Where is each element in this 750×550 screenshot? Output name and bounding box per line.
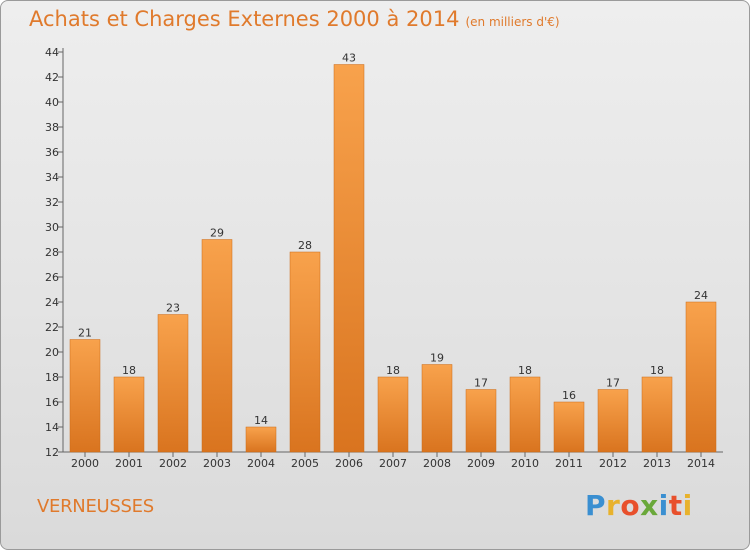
y-tick-label: 34 [45, 171, 59, 184]
x-tick-label: 2007 [379, 457, 407, 470]
bar [685, 301, 717, 453]
logo-letter: i [658, 489, 669, 522]
bar [245, 426, 277, 453]
y-tick-label: 20 [45, 346, 59, 359]
chart-title: Achats et Charges Externes 2000 à 2014 (e… [29, 7, 560, 31]
bar [553, 401, 585, 453]
logo-letter: o [620, 489, 641, 522]
y-tick-label: 28 [45, 246, 59, 259]
data-label: 17 [474, 377, 488, 390]
y-tick-label: 38 [45, 121, 59, 134]
y-tick-label: 18 [45, 371, 59, 384]
x-tick-label: 2008 [423, 457, 451, 470]
x-tick-label: 2014 [687, 457, 715, 470]
x-tick-label: 2013 [643, 457, 671, 470]
logo-letter: r [606, 489, 621, 522]
bar [113, 376, 145, 453]
logo-letter: t [668, 489, 683, 522]
x-tick-label: 2000 [71, 457, 99, 470]
data-label: 29 [210, 227, 224, 240]
x-tick-label: 2003 [203, 457, 231, 470]
y-tick-label: 16 [45, 396, 59, 409]
x-tick-label: 2009 [467, 457, 495, 470]
y-tick-label: 36 [45, 146, 59, 159]
data-label: 23 [166, 302, 180, 315]
y-tick-label: 40 [45, 96, 59, 109]
logo-letter: i [682, 489, 693, 522]
data-label: 28 [298, 239, 312, 252]
commune-name: VERNEUSSES [37, 496, 154, 517]
data-label: 19 [430, 352, 444, 365]
x-tick-label: 2001 [115, 457, 143, 470]
x-tick-label: 2005 [291, 457, 319, 470]
x-tick-label: 2006 [335, 457, 363, 470]
logo-letter: x [640, 489, 659, 522]
bar [465, 389, 497, 453]
bar [201, 239, 233, 453]
data-label: 16 [562, 389, 576, 402]
data-label: 43 [342, 52, 356, 65]
data-label: 24 [694, 289, 708, 302]
bar [641, 376, 673, 453]
y-tick-label: 12 [45, 446, 59, 459]
bar [333, 64, 365, 453]
data-label: 18 [650, 364, 664, 377]
x-tick-label: 2004 [247, 457, 275, 470]
data-label: 18 [122, 364, 136, 377]
y-tick-label: 22 [45, 321, 59, 334]
x-tick-label: 2002 [159, 457, 187, 470]
y-tick-label: 14 [45, 421, 59, 434]
y-tick-label: 24 [45, 296, 59, 309]
bar [509, 376, 541, 453]
x-tick-label: 2010 [511, 457, 539, 470]
bar [289, 251, 321, 453]
data-label: 14 [254, 414, 268, 427]
data-label: 21 [78, 327, 92, 340]
y-tick-label: 32 [45, 196, 59, 209]
bar [69, 339, 101, 453]
y-tick-label: 30 [45, 221, 59, 234]
chart-title-text: Achats et Charges Externes 2000 à 2014 [29, 7, 460, 31]
y-tick-label: 26 [45, 271, 59, 284]
y-tick-label: 44 [45, 46, 59, 59]
y-tick-label: 42 [45, 71, 59, 84]
proxiti-logo: Proxiti [585, 489, 693, 522]
logo-letter: P [585, 489, 607, 522]
chart-unit: (en milliers d'€) [465, 15, 560, 29]
bar [157, 314, 189, 453]
x-tick-label: 2012 [599, 457, 627, 470]
data-label: 18 [518, 364, 532, 377]
bar [421, 364, 453, 453]
data-label: 17 [606, 377, 620, 390]
x-tick-label: 2011 [555, 457, 583, 470]
bar [597, 389, 629, 453]
bar [377, 376, 409, 453]
data-label: 18 [386, 364, 400, 377]
